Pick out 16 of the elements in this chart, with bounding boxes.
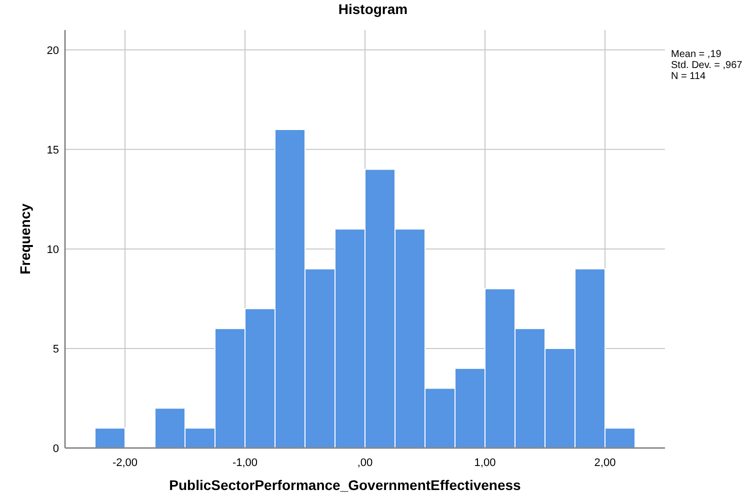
x-axis-title: PublicSectorPerformance_GovernmentEffectiveness [169, 477, 522, 493]
text: Mean = ,19 [671, 49, 722, 60]
x-tick-label: 2,00 [594, 457, 616, 469]
text: N = 114 [671, 71, 706, 82]
y-tick-label: 10 [46, 244, 59, 256]
y-tick-label: 15 [46, 144, 59, 156]
y-tick-label: 20 [46, 44, 59, 57]
x-tick-label: -2,00 [112, 457, 138, 469]
y-axis-title: Frequency [17, 203, 33, 274]
y-tick-label: 5 [52, 343, 59, 356]
x-tick-label: -1,00 [232, 457, 258, 469]
y-tick-label: 0 [52, 443, 59, 455]
x-tick-label: ,00 [357, 457, 373, 469]
x-tick-label: 1,00 [474, 457, 496, 469]
chart-title: Histogram [338, 1, 408, 17]
text: Std. Dev. = ,967 [671, 60, 743, 71]
